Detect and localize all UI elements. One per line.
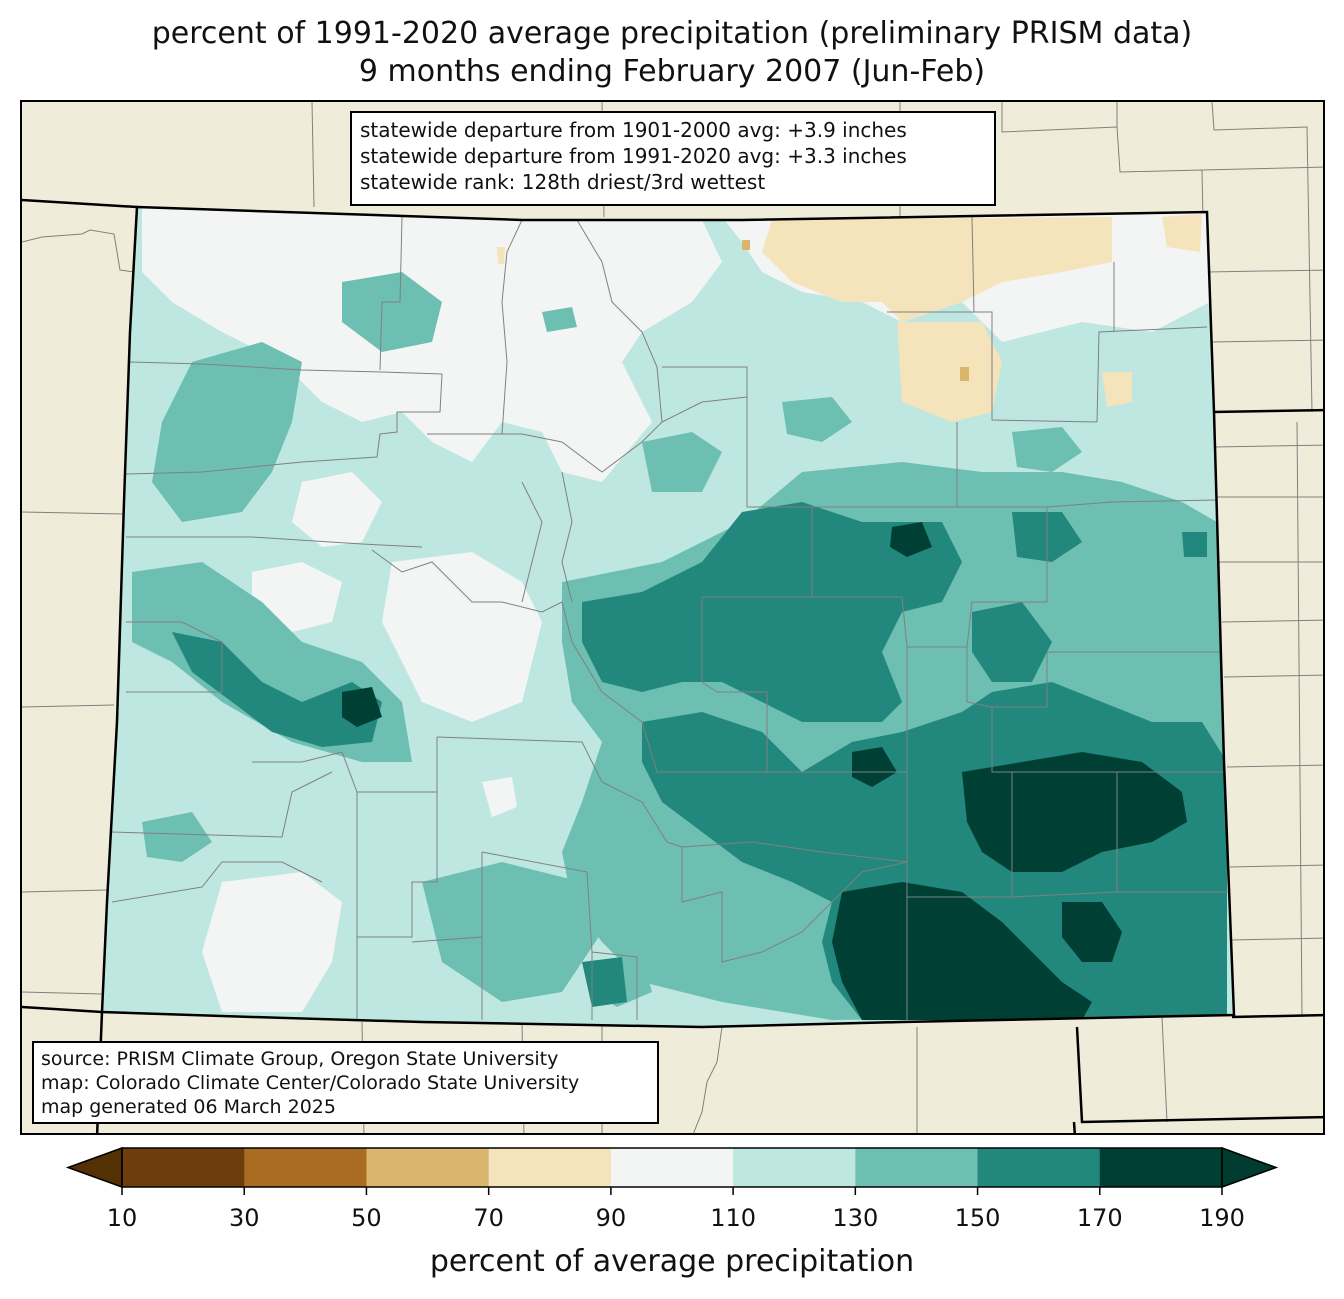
- colorbar-tick-label: 10: [106, 1204, 138, 1232]
- colorbar-label: percent of average precipitation: [429, 1244, 915, 1279]
- colorbar-segment: [488, 1148, 612, 1187]
- colorbar-tick-marks: [121, 1187, 1223, 1195]
- stats-line-3: statewide rank: 128th driest/3rd wettest: [360, 170, 766, 194]
- colorbar-segment: [610, 1148, 734, 1187]
- colorbar-segment: [366, 1148, 490, 1187]
- colorbar-tick-label: 130: [832, 1204, 879, 1232]
- map-title: percent of 1991-2020 average precipitati…: [151, 16, 1193, 51]
- map-subtitle: 9 months ending February 2007 (Jun-Feb): [358, 54, 986, 89]
- colorbar-under-arrow: [65, 1146, 123, 1189]
- colorbar-tick-label: 50: [351, 1204, 382, 1232]
- statewide-stats-box: statewide departure from 1901-2000 avg: …: [350, 111, 996, 206]
- colorbar-tick-label: 190: [1199, 1204, 1245, 1232]
- colorbar-tick-label: 30: [228, 1204, 260, 1232]
- colorado-boundary: [100, 205, 1236, 1029]
- precipitation-map: [22, 102, 1323, 1133]
- colorbar-segments: [122, 1148, 1223, 1187]
- colorbar-segment: [122, 1148, 245, 1187]
- county-lines: [111, 216, 1230, 1020]
- colorbar-tick-label: 150: [954, 1204, 1001, 1232]
- colorbar-tick-label: 170: [1076, 1204, 1123, 1232]
- colorbar-segment: [855, 1148, 979, 1187]
- colorbar-tick-label: 90: [595, 1204, 627, 1232]
- stats-line-2: statewide departure from 1991-2020 avg: …: [360, 144, 907, 168]
- colorbar-frame: [121, 1147, 1223, 1188]
- colorbar-segment: [244, 1148, 367, 1187]
- source-line-1: source: PRISM Climate Group, Oregon Stat…: [41, 1048, 559, 1070]
- colorbar-over-arrow: [1221, 1146, 1279, 1189]
- source-box: source: PRISM Climate Group, Oregon Stat…: [32, 1041, 659, 1124]
- stats-line-1: statewide departure from 1901-2000 avg: …: [360, 118, 907, 142]
- colorbar-tick-label: 110: [710, 1204, 757, 1232]
- band-170-190: [342, 522, 1187, 1020]
- colorbar-segment: [1099, 1148, 1223, 1187]
- source-line-2: map: Colorado Climate Center/Colorado St…: [41, 1072, 580, 1094]
- precipitation-field: [102, 207, 1234, 1027]
- colorbar-segment: [977, 1148, 1101, 1187]
- colorbar: [65, 1146, 1279, 1195]
- map-panel: [20, 100, 1325, 1135]
- band-70-90: [497, 214, 1202, 422]
- colorbar-segment: [733, 1148, 856, 1187]
- source-line-3: map generated 06 March 2025: [41, 1096, 336, 1118]
- band-50-70: [742, 240, 969, 381]
- colorbar-tick-label: 70: [473, 1204, 504, 1232]
